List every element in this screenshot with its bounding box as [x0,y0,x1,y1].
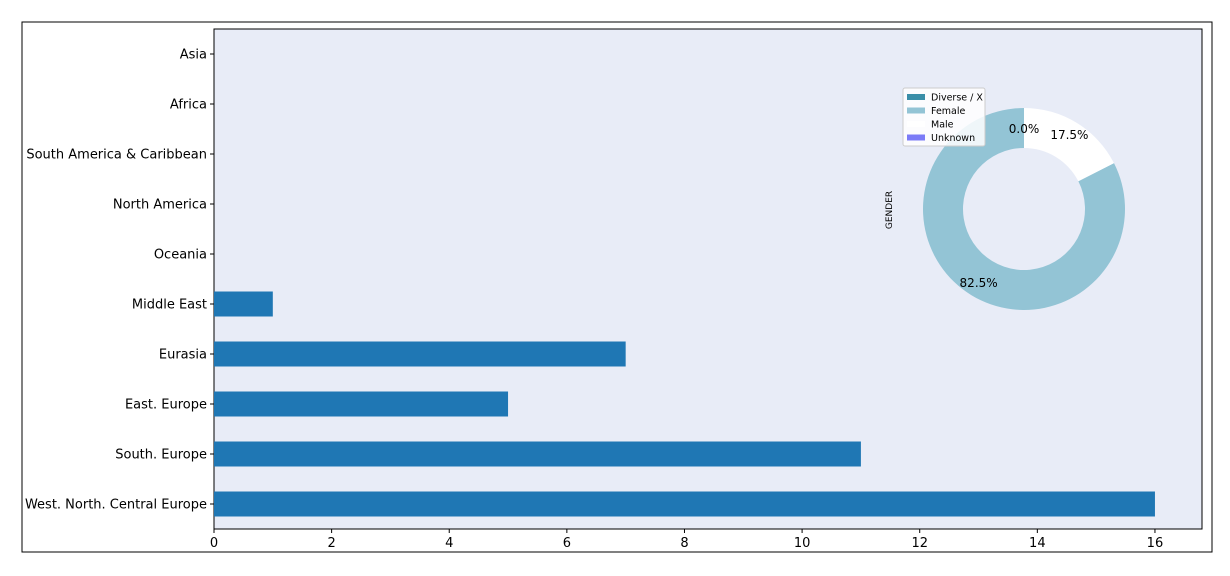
donut-percent-label: 17.5% [1050,128,1088,142]
x-tick-label: 2 [327,536,335,551]
donut-slice [923,108,1125,310]
category-label: Eurasia [159,348,207,363]
category-label: South. Europe [115,448,207,463]
legend-swatch [907,121,925,127]
legend-swatch [907,107,925,114]
legend-box [902,87,986,147]
legend-entry: Diverse / X [931,93,983,104]
x-tick-label: 14 [1029,536,1046,551]
bar [214,441,861,467]
category-label: East. Europe [125,398,207,413]
donut-legend: Diverse / X Female Male Unknown [902,87,986,147]
bar [214,391,509,417]
bar [214,291,273,317]
legend-swatch [907,134,925,141]
category-axis: Asia Africa South America & Caribbean North… [25,48,214,513]
donut-percent-label: 82.5% [960,276,998,290]
legend-entry: Unknown [931,133,975,144]
category-label: North America [113,198,207,213]
category-label: Asia [180,48,207,63]
category-label: West. North. Central Europe [25,498,207,513]
legend-entry: Male [931,120,954,131]
category-label: South America & Caribbean [26,148,207,163]
category-label: Middle East [132,298,207,313]
x-tick-label: 16 [1147,536,1164,551]
x-tick-label: 10 [794,536,811,551]
x-tick-label: 0 [210,536,218,551]
donut-percent-label: 0.0% [1009,122,1040,136]
bar [214,491,1155,517]
donut-percent-labels: 0.0% 82.5% 17.5% [960,122,1089,290]
legend-swatch [907,94,925,100]
legend-entry: Female [931,106,966,117]
bar [214,341,626,367]
x-tick-label: 6 [563,536,571,551]
donut-ylabel: GENDER [885,191,895,229]
bar-series [214,291,1155,517]
donut-chart [923,108,1125,310]
value-axis: 0 2 4 6 8 10 12 14 16 [210,529,1163,551]
donut-slice [1024,108,1114,182]
x-tick-label: 4 [445,536,453,551]
x-tick-label: 12 [911,536,928,551]
category-label: Africa [170,98,207,113]
x-tick-label: 8 [680,536,688,551]
category-label: Oceania [154,248,207,263]
